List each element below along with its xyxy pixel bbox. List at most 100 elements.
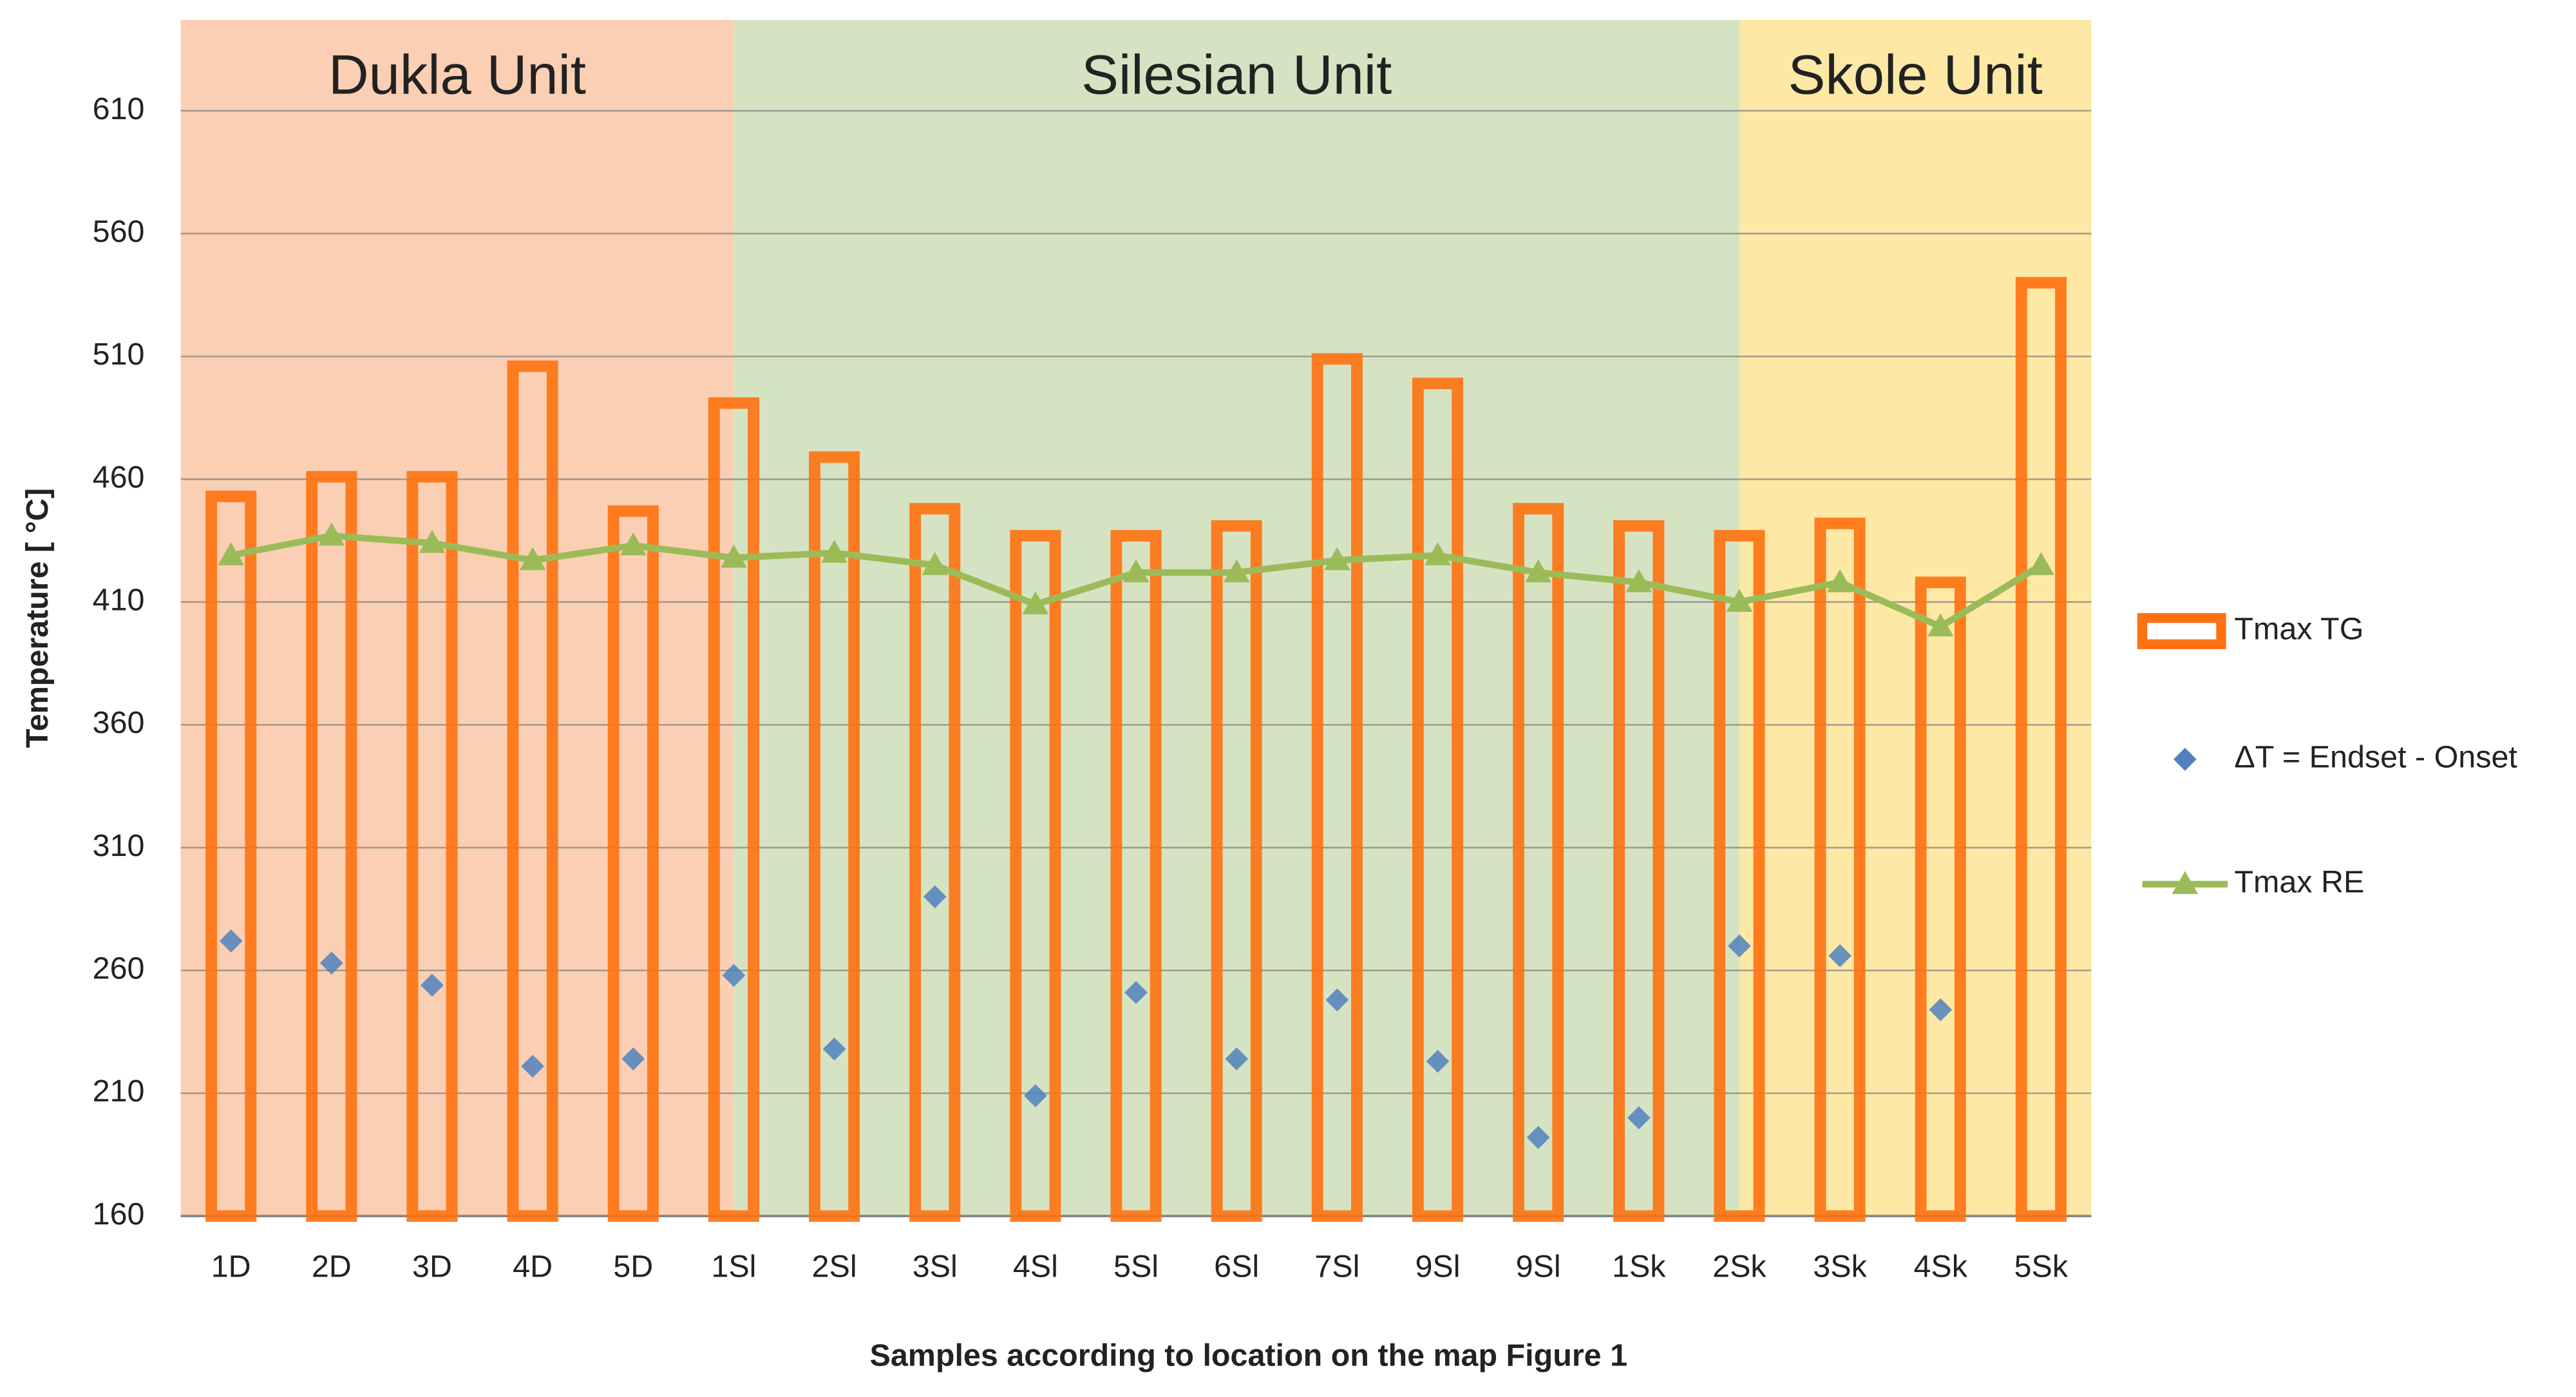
line-marker [218,542,245,565]
line-marker [2027,552,2054,575]
x-tick-label: 5Sl [1113,1250,1159,1284]
bar [306,471,357,1222]
x-tick-label: 9Sl [1516,1250,1561,1284]
line-marker [1525,559,1552,583]
line-marker [1425,542,1451,565]
legend-item: Tmax TG [2137,612,2363,649]
x-tick-label: 2D [312,1250,352,1284]
point [923,885,947,909]
x-tick-label: 3D [412,1250,452,1284]
y-tick-label: 610 [93,91,145,126]
point [1728,934,1751,958]
bar [1613,520,1665,1222]
point [621,1047,645,1070]
bar [1915,576,1966,1222]
x-tick-label: 4D [513,1250,553,1284]
bar [607,505,659,1222]
line-marker [821,540,848,563]
y-tick-label: 360 [93,705,145,740]
regions: Dukla Unit Silesian Unit Skole Unit [180,19,2092,1217]
legend-label: ΔT = Endset - Onset [2234,740,2517,775]
legend-item: ΔT = Endset - Onset [2174,740,2517,775]
line-marker [922,552,949,575]
legend-swatch-marker [2172,871,2199,895]
line-marker [1927,613,1954,637]
bar [708,397,759,1222]
region-label: Dukla Unit [328,44,586,106]
line-marker [1223,559,1250,583]
x-tick-label: 5Sk [2014,1250,2069,1284]
y-tick-label: 410 [93,583,145,618]
bar [909,502,961,1222]
line-marker [721,544,747,568]
point [219,929,243,953]
region-label: Silesian Unit [1081,44,1392,106]
y-tick-label: 510 [93,337,145,372]
x-tick-label: 6Sl [1214,1250,1259,1284]
x-axis-title: Samples according to location on the map… [870,1338,1628,1373]
x-tick-label: 2Sl [812,1250,857,1284]
bar [507,360,558,1222]
bar [1110,529,1162,1222]
point [421,973,444,997]
line-marker [1122,559,1150,583]
line-marker [620,532,647,556]
x-tick-label: 1D [211,1250,251,1284]
bar [1311,353,1363,1222]
bar [1211,520,1262,1222]
x-tick-label: 5D [613,1250,653,1284]
legend-swatch [2137,613,2226,649]
bar [1010,529,1061,1222]
line-marker [1826,569,1853,593]
bar [809,451,860,1222]
x-tick-label: 1Sl [711,1250,756,1284]
x-tick-label: 7Sl [1314,1250,1359,1284]
y-tick-label: 460 [93,460,145,495]
line-marker [1726,589,1753,613]
bar [406,471,458,1222]
x-tick-label: 2Sk [1712,1250,1766,1284]
point [1828,944,1852,967]
y-tick-label: 160 [93,1197,145,1231]
point [1124,981,1148,1004]
point [1627,1106,1651,1130]
line-marker [1323,547,1350,571]
line-marker [1022,591,1049,614]
point [822,1037,846,1061]
y-tick-label: 560 [93,214,145,249]
y-tick-label: 310 [93,828,145,863]
marks [205,277,2067,1222]
point [1325,988,1349,1012]
point [1526,1126,1550,1149]
x-tick-label: 3Sk [1813,1250,1867,1284]
legend-label: Tmax RE [2234,865,2364,900]
line-marker [1625,569,1653,593]
point [1024,1084,1047,1108]
line-marker [419,529,446,553]
bar [205,490,257,1222]
point [722,964,746,987]
bar [1814,517,1866,1222]
x-tick-label: 3Sl [913,1250,958,1284]
point [521,1054,544,1078]
y-tick-label: 210 [93,1074,145,1108]
x-tick-label: 1Sk [1612,1250,1666,1284]
x-tick-label: 9Sl [1415,1250,1460,1284]
region-band [734,19,1739,1217]
y-tick-label: 260 [93,951,145,986]
bar [1513,502,1564,1222]
region-label: Skole Unit [1788,44,2043,106]
legend-swatch [2174,748,2197,771]
point [319,951,343,975]
bar [2015,277,2067,1222]
grid: 160 210 260 310 360 410 460 510 560 610 1D 2D 3D 4D 5D… [93,91,2092,1284]
x-tick-label: 4Sl [1013,1250,1058,1284]
point [1225,1047,1249,1070]
point [1929,998,1953,1022]
line-marker [318,522,345,546]
bar [1412,377,1464,1222]
x-tick-label: 4Sk [1913,1250,1967,1284]
y-axis-title: Temperature [ °C] [20,488,55,748]
